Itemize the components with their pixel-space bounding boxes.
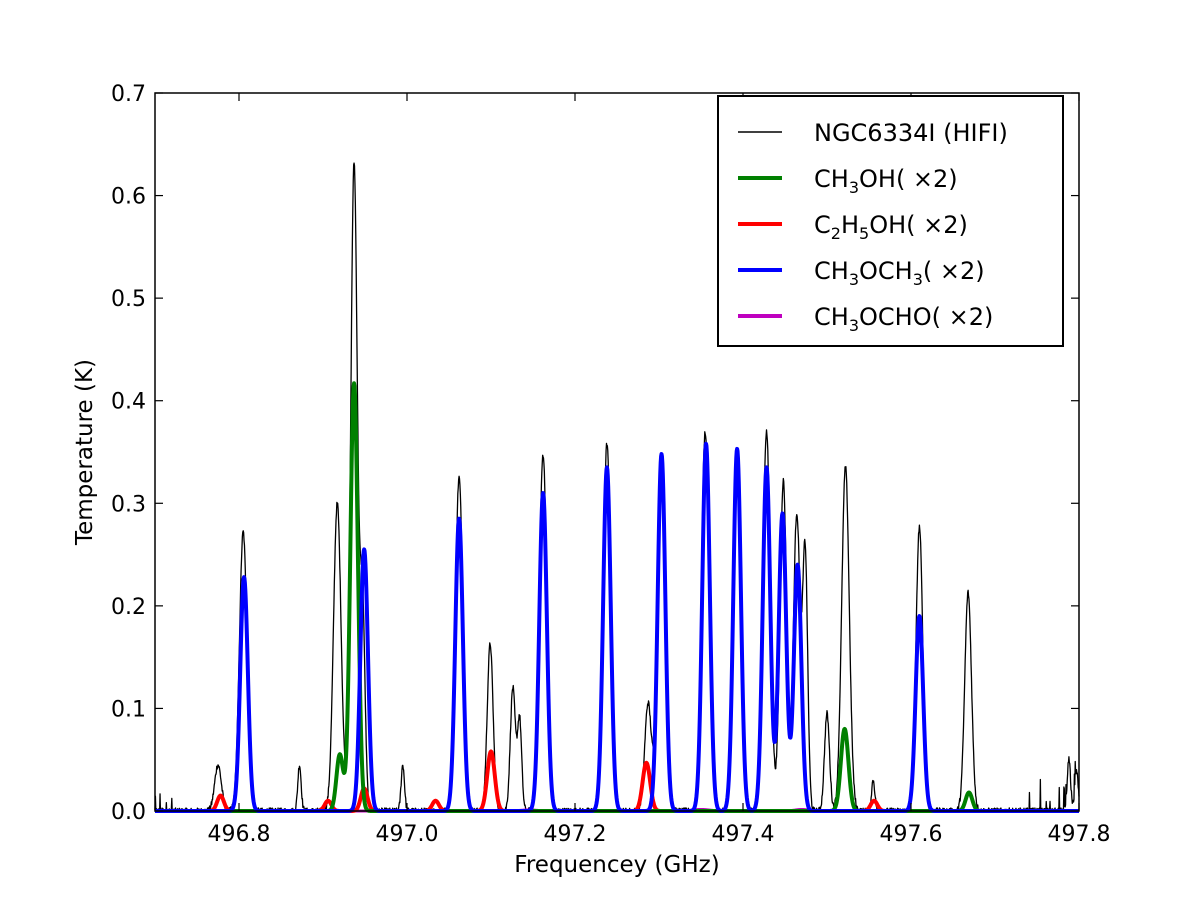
ticks-layer: 496.8 497.0 497.2 497.4 497.6 497.8 0.0 0.1 0.2 0…	[111, 82, 1110, 847]
legend-label: CH3OCH3( ×2)	[814, 257, 985, 289]
y-tick-label: 0.2	[111, 595, 146, 620]
y-tick-label: 0.5	[111, 287, 146, 312]
y-tick-label: 0.1	[111, 697, 146, 722]
legend-label: CH3OCHO( ×2)	[814, 303, 993, 335]
legend-label: C2H5OH( ×2)	[814, 211, 968, 243]
y-axis-label: Temperature (K)	[72, 359, 98, 546]
x-tick-label: 497.4	[712, 822, 775, 847]
y-tick-label: 0.4	[111, 390, 146, 415]
plot-frame	[154, 92, 1080, 812]
legend: NGC6334I (HIFI) CH3OH( ×2) C2H5OH( ×2) CH3O…	[717, 95, 1064, 347]
x-tick-label: 497.8	[1048, 822, 1111, 847]
x-axis-label: Frequencey (GHz)	[514, 852, 719, 878]
legend-label: CH3OH( ×2)	[814, 165, 958, 197]
legend-label: NGC6334I (HIFI)	[814, 119, 1008, 147]
y-tick-label: 0.7	[111, 82, 146, 107]
x-tick-label: 497.2	[544, 822, 607, 847]
x-tick-label: 496.8	[208, 822, 271, 847]
x-tick-label: 497.6	[880, 822, 943, 847]
x-tick-label: 497.0	[376, 822, 439, 847]
series-line-1	[153, 381, 1081, 813]
y-tick-label: 0.6	[111, 185, 146, 210]
legend-box	[717, 95, 1064, 347]
y-tick-label: 0.0	[111, 800, 146, 825]
series-line-3	[153, 441, 1081, 813]
y-tick-label: 0.3	[111, 492, 146, 517]
